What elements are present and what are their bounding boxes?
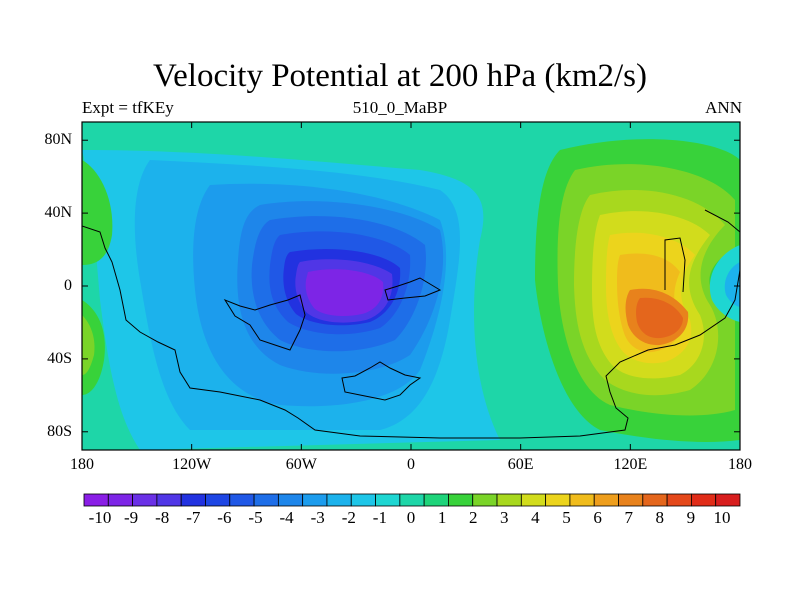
colorbar-swatch (569, 493, 595, 507)
y-tick-label: 80S (47, 422, 72, 440)
colorbar-label: -10 (88, 508, 112, 527)
contour-field (82, 122, 740, 450)
colorbar-swatch (302, 493, 328, 507)
colorbar-swatch (691, 493, 717, 507)
x-tick-label: 0 (407, 456, 415, 473)
colorbar-swatch (618, 493, 644, 507)
chart-title: Velocity Potential at 200 hPa (km2/s) (152, 58, 648, 94)
colorbar-swatch (666, 493, 692, 507)
colorbar-swatch (277, 493, 304, 507)
run-label: 510_0_MaBP (352, 98, 448, 117)
season-label: ANN (705, 98, 742, 117)
x-tick-label: 180 (70, 456, 94, 473)
x-tick-label: 120W (172, 456, 212, 473)
experiment-label: Expt = tfKEy (82, 98, 174, 117)
colorbar-swatch (205, 493, 231, 507)
x-tick-label: 60E (507, 456, 534, 473)
colorbar-swatch (107, 493, 133, 507)
colorbar-swatch (399, 493, 425, 507)
colorbar-label: 1 (437, 508, 447, 527)
colorbar-label: 8 (655, 508, 665, 527)
x-tick-label: 180 (728, 456, 752, 473)
colorbar-label: -9 (124, 508, 139, 527)
colorbar-label: -5 (248, 508, 263, 527)
colorbar-label: -6 (217, 508, 232, 527)
colorbar-swatch (642, 493, 668, 507)
colorbar-swatch (448, 493, 474, 507)
y-tick-label: 40S (47, 349, 72, 367)
colorbar-swatch (156, 493, 182, 507)
colorbar-swatch (520, 493, 547, 507)
y-tick-label: 0 (64, 277, 72, 294)
colorbar-swatch (180, 493, 206, 507)
colorbar-label: 5 (562, 508, 571, 527)
colorbar-label: 2 (468, 508, 478, 527)
colorbar-label: -4 (279, 508, 294, 527)
colorbar-swatch (375, 493, 401, 507)
colorbar (83, 493, 741, 507)
colorbar-swatch (326, 493, 352, 507)
colorbar-swatch (545, 493, 571, 507)
colorbar-swatch (496, 493, 522, 507)
colorbar-swatch (593, 493, 619, 507)
colorbar-swatch (83, 493, 109, 507)
axis-ticks (81, 122, 741, 450)
colorbar-label: -1 (372, 508, 387, 527)
colorbar-label: -8 (155, 508, 170, 527)
colorbar-label: 3 (500, 508, 509, 527)
colorbar-label: -3 (310, 508, 325, 527)
colorbar-label: 6 (593, 508, 602, 527)
colorbar-swatch (253, 493, 279, 507)
colorbar-swatch (229, 493, 255, 507)
x-tick-label: 60W (285, 456, 317, 473)
y-tick-label: 80N (44, 131, 72, 149)
colorbar-swatch (423, 493, 449, 507)
colorbar-label: 4 (531, 508, 540, 527)
y-tick-label: 40N (44, 204, 72, 222)
colorbar-label: 0 (406, 508, 416, 527)
colorbar-label: 10 (713, 508, 731, 527)
colorbar-swatch (472, 493, 498, 507)
colorbar-swatch (132, 493, 158, 507)
colorbar-label: 7 (624, 508, 633, 527)
colorbar-swatch (350, 493, 376, 507)
colorbar-label: -7 (186, 508, 201, 527)
x-tick-label: 120E (613, 456, 648, 473)
colorbar-label: -2 (341, 508, 356, 527)
colorbar-swatch (715, 493, 741, 507)
colorbar-label: 9 (686, 508, 696, 527)
